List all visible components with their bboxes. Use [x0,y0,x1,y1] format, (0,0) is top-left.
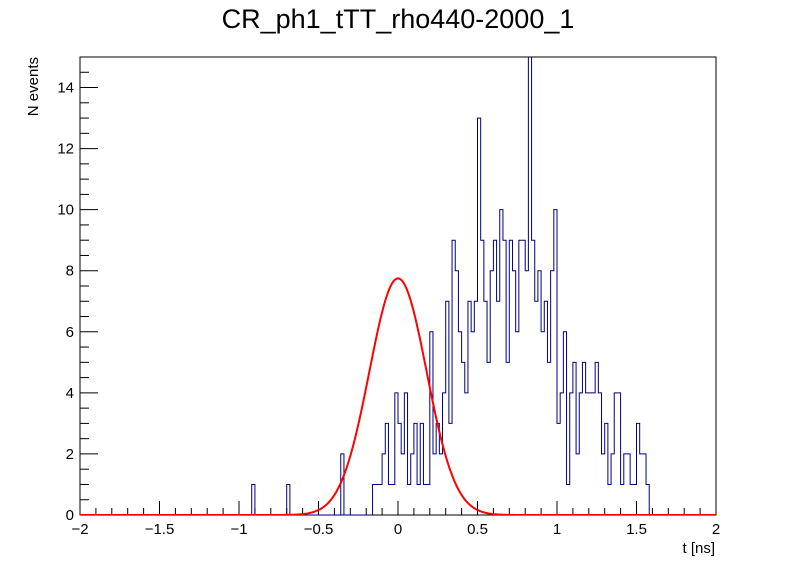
x-axis-tick-labels: −2 −1.5 −1 −0.5 0 0.5 1 1.5 2 [71,521,720,538]
chart-title: CR_ph1_tTT_rho440-2000_1 [221,4,575,34]
x-tick-label: −0.5 [304,521,334,538]
histogram-bin [433,454,436,515]
histogram-bin [567,484,570,515]
histogram-bin [630,484,633,515]
histogram-bin [516,332,519,515]
x-tick-label: 2 [712,521,720,538]
fit-curve [80,277,716,515]
histogram-bin [392,484,395,515]
x-tick-label: 1.5 [626,521,647,538]
y-tick-label: 2 [66,446,74,463]
y-tick-label: 4 [66,385,74,402]
x-tick-label: −1.5 [145,521,175,538]
histogram-bin [487,362,490,515]
histogram-bin [497,301,500,515]
histogram-bin [576,454,579,515]
y-tick-label: 12 [57,141,74,158]
histogram-bin [506,362,509,515]
histogram-bin [535,301,538,515]
x-axis-title: t [ns] [682,540,715,557]
x-tick-label: 1 [553,521,561,538]
histogram-bin [408,484,411,515]
y-tick-label: 14 [57,80,74,97]
histogram-bin [522,240,525,515]
y-tick-label: 10 [57,202,74,219]
y-axis-ticks [80,56,98,516]
histogram-bin [423,484,426,515]
histogram-bin [525,271,528,515]
histogram-bin [376,484,379,515]
x-axis-ticks [79,501,717,515]
x-tick-label: 0 [394,521,402,538]
histogram-bin [640,454,643,515]
y-tick-label: 0 [66,507,74,524]
x-tick-label: −1 [230,521,247,538]
histogram-bin [465,393,468,515]
y-tick-label: 6 [66,324,74,341]
histogram-outline [80,57,716,515]
x-tick-label: 0.5 [467,521,488,538]
y-axis-tick-labels: 0 2 4 6 8 10 12 14 [57,80,74,524]
histogram-series [80,57,716,515]
y-tick-label: 8 [66,263,74,280]
y-axis-title: N events [25,57,42,116]
histogram-bin [417,484,420,515]
histogram-bin [439,454,442,515]
histogram-bin [586,393,589,515]
gaussian-fit-series [80,277,716,515]
histogram-bin [602,454,605,515]
histogram-bin [592,393,595,515]
histogram-bin [388,484,391,515]
histogram-bin [547,362,550,515]
histogram-bin [608,484,611,515]
histogram-bin [471,332,474,515]
x-tick-label: −2 [71,521,88,538]
histogram-bin [541,332,544,515]
histogram-bin [474,301,477,515]
histogram-bin [401,454,404,515]
histogram-bin [589,393,592,515]
